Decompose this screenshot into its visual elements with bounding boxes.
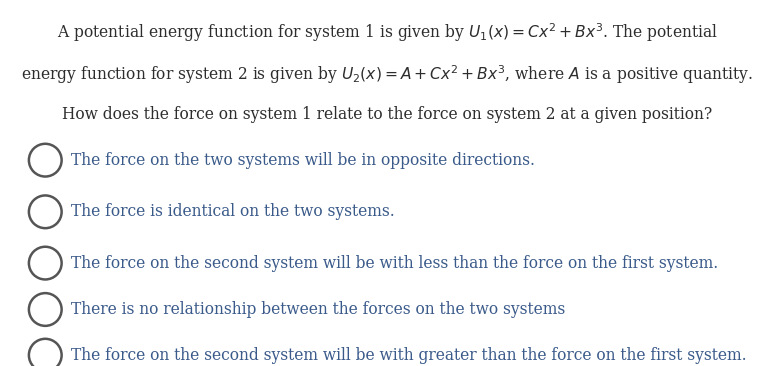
Text: A potential energy function for system 1 is given by $U_1(x) = Cx^2 + Bx^3$. The: A potential energy function for system 1… [57, 21, 718, 44]
Text: The force is identical on the two systems.: The force is identical on the two system… [71, 203, 395, 220]
Text: How does the force on system 1 relate to the force on system 2 at a given positi: How does the force on system 1 relate to… [62, 106, 713, 123]
Text: The force on the second system will be with less than the force on the first sys: The force on the second system will be w… [71, 255, 718, 272]
Text: energy function for system 2 is given by $U_2(x) = A + Cx^2 + Bx^3$, where $A$ i: energy function for system 2 is given by… [22, 64, 753, 86]
Text: The force on the two systems will be in opposite directions.: The force on the two systems will be in … [71, 152, 536, 169]
Text: There is no relationship between the forces on the two systems: There is no relationship between the for… [71, 301, 566, 318]
Text: The force on the second system will be with greater than the force on the first : The force on the second system will be w… [71, 347, 747, 364]
